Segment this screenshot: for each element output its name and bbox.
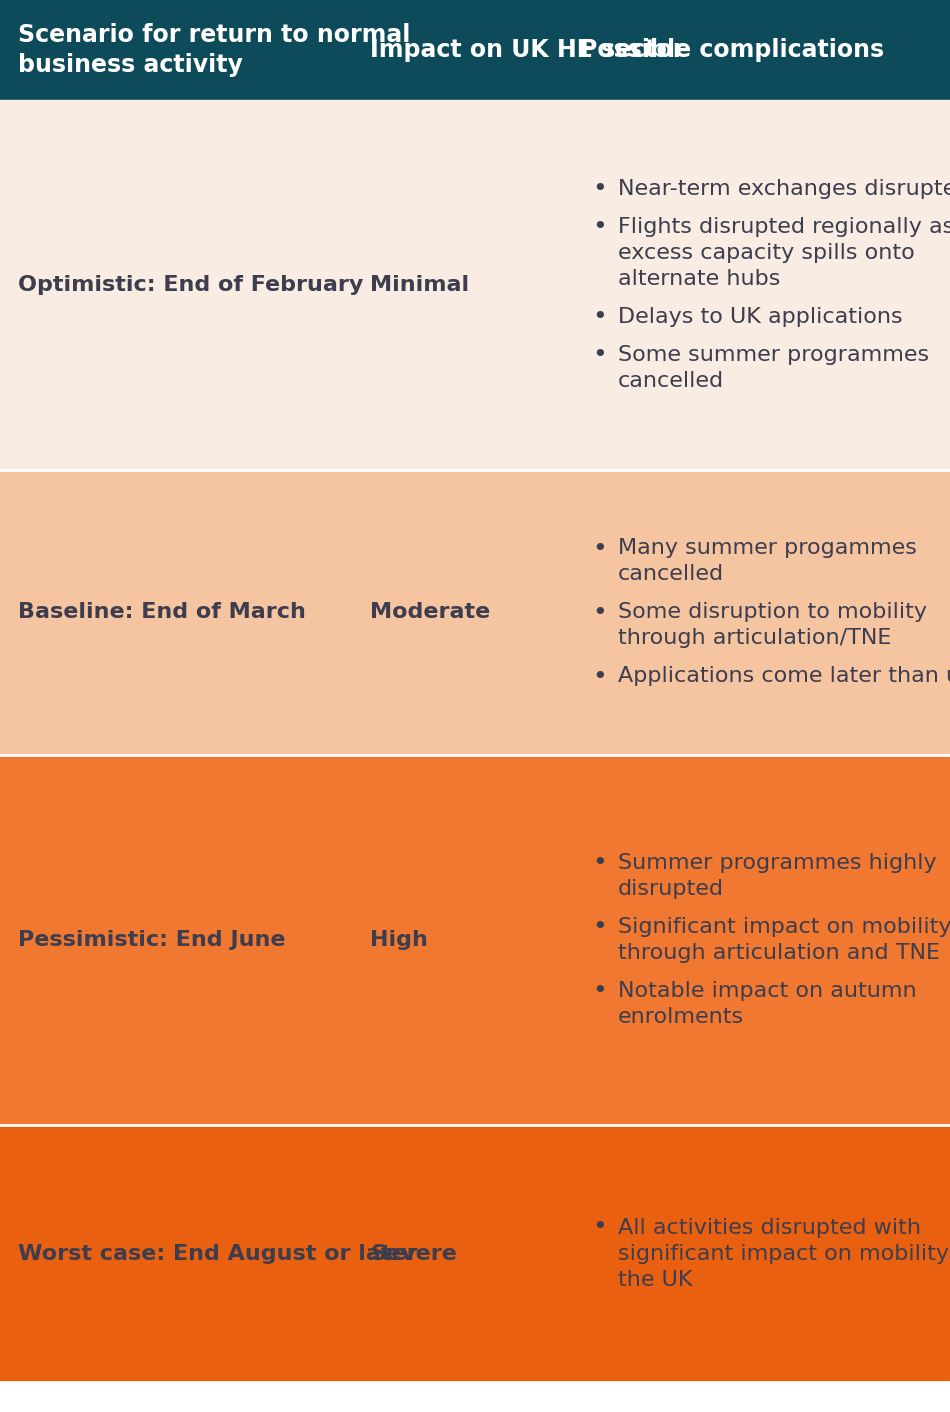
Text: Some disruption to mobility: Some disruption to mobility xyxy=(618,603,927,623)
Bar xyxy=(0,1125,950,1382)
Bar xyxy=(0,470,950,755)
Bar xyxy=(0,100,950,470)
Text: Many summer progammes: Many summer progammes xyxy=(618,538,917,559)
Text: •: • xyxy=(593,537,607,561)
Text: Possible complications: Possible complications xyxy=(580,38,884,62)
Text: Flights disrupted regionally as: Flights disrupted regionally as xyxy=(618,217,950,237)
Text: through articulation/TNE: through articulation/TNE xyxy=(618,628,891,648)
Text: the UK: the UK xyxy=(618,1269,693,1289)
Text: •: • xyxy=(593,665,607,689)
Text: Scenario for return to normal
business activity: Scenario for return to normal business a… xyxy=(18,23,410,76)
Text: enrolments: enrolments xyxy=(618,1007,744,1027)
Text: Pessimistic: End June: Pessimistic: End June xyxy=(18,931,286,950)
Text: Applications come later than usual: Applications come later than usual xyxy=(618,666,950,686)
Text: Optimistic: End of February: Optimistic: End of February xyxy=(18,275,363,295)
Text: through articulation and TNE: through articulation and TNE xyxy=(618,943,940,963)
Text: Worst case: End August or later: Worst case: End August or later xyxy=(18,1244,418,1264)
Text: cancelled: cancelled xyxy=(618,371,724,391)
Text: Some summer programmes: Some summer programmes xyxy=(618,345,929,364)
Text: disrupted: disrupted xyxy=(618,880,724,899)
Text: •: • xyxy=(593,1216,607,1240)
Text: •: • xyxy=(593,851,607,875)
Text: Notable impact on autumn: Notable impact on autumn xyxy=(618,981,917,1001)
Text: Baseline: End of March: Baseline: End of March xyxy=(18,603,306,623)
Text: •: • xyxy=(593,176,607,201)
Text: High: High xyxy=(370,931,428,950)
Text: Severe: Severe xyxy=(370,1244,457,1264)
Text: Significant impact on mobility: Significant impact on mobility xyxy=(618,916,950,938)
Text: •: • xyxy=(593,915,607,939)
Bar xyxy=(0,755,950,1125)
Text: alternate hubs: alternate hubs xyxy=(618,270,780,289)
Text: •: • xyxy=(593,305,607,329)
Text: Impact on UK HE sector: Impact on UK HE sector xyxy=(370,38,684,62)
Text: •: • xyxy=(593,215,607,239)
Text: cancelled: cancelled xyxy=(618,565,724,585)
Text: •: • xyxy=(593,343,607,367)
Text: excess capacity spills onto: excess capacity spills onto xyxy=(618,243,915,263)
Text: •: • xyxy=(593,600,607,624)
Text: Near-term exchanges disrupted: Near-term exchanges disrupted xyxy=(618,179,950,199)
Text: significant impact on mobility to: significant impact on mobility to xyxy=(618,1244,950,1264)
Text: Summer programmes highly: Summer programmes highly xyxy=(618,853,937,873)
Text: All activities disrupted with: All activities disrupted with xyxy=(618,1217,921,1237)
Bar xyxy=(0,0,950,100)
Text: Minimal: Minimal xyxy=(370,275,469,295)
Text: Moderate: Moderate xyxy=(370,603,490,623)
Text: Delays to UK applications: Delays to UK applications xyxy=(618,306,902,328)
Text: •: • xyxy=(593,979,607,1003)
